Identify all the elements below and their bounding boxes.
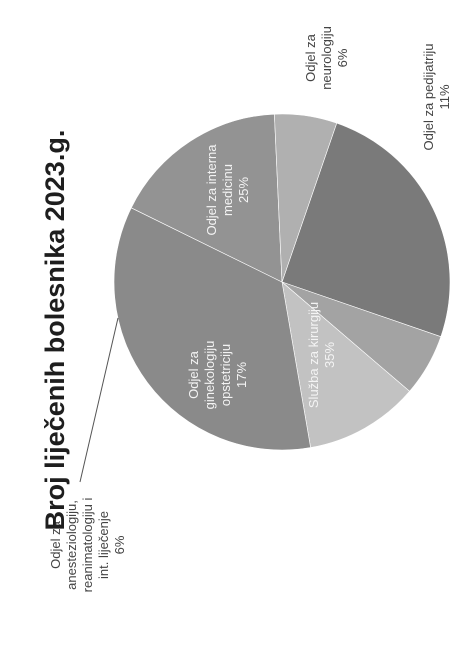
- slice-percent: 11%: [437, 84, 450, 109]
- slice-label-line: Odjel za: [48, 520, 63, 568]
- slice-label-line: Odjel za pedijatriju: [421, 44, 436, 151]
- slice-label-odjel-za-ginekologiju-opstetriciju: Odjel zaginekologijuopstetriciju17%: [186, 341, 249, 410]
- pie-slice-odjel-za-pedijatriju: [281, 281, 410, 448]
- slice-label-line: Služba za kirurgiju: [306, 302, 321, 408]
- pie-slices: [113, 113, 450, 451]
- pie-slice-odjel-za-ginekologiju-opstetriciju: [130, 113, 283, 283]
- slice-percent: 6%: [335, 48, 350, 67]
- slice-label-line: opstetriciju: [218, 344, 233, 406]
- slice-label-line: Odjel za interna: [204, 144, 219, 236]
- slice-label-odjel-za-pedijatriju: Odjel za pedijatriju11%: [421, 44, 450, 151]
- slice-label-odjel-za-anesteziologiju-reanimatologiju-i-int-lijecenje: Odjel zaanesteziologiju,reanimatologiju …: [48, 498, 127, 593]
- slice-label-line: reanimatologiju i: [80, 498, 95, 593]
- slice-label-line: anesteziologiju,: [64, 500, 79, 590]
- slice-label-line: medicinu: [220, 164, 235, 216]
- slice-percent: 35%: [322, 342, 337, 368]
- pie-slice-sluzba-za-kirurgiju: [113, 207, 311, 451]
- slice-label-odjel-za-neurologiju: Odjel zaneurologiju6%: [303, 26, 350, 90]
- slice-label-odjel-za-interna-medicinu: Odjel za internamedicinu25%: [204, 144, 251, 236]
- slice-labels: Odjel za internamedicinu25%Odjel zaneuro…: [48, 26, 450, 592]
- slice-label-line: int. liječenje: [96, 511, 111, 579]
- slice-percent: 25%: [236, 177, 251, 203]
- pie-slice-odjel-za-interna-medicinu: [281, 122, 450, 338]
- slice-percent: 6%: [112, 535, 127, 554]
- slice-label-line: Odjel za: [186, 350, 201, 398]
- slice-label-line: Odjel za: [303, 33, 318, 81]
- leader-line-anesteziologija: [79, 317, 119, 483]
- slice-label-line: ginekologiju: [202, 341, 217, 410]
- slice-percent: 17%: [234, 362, 249, 388]
- slice-label-sluzba-za-kirurgiju: Služba za kirurgiju35%: [306, 302, 337, 408]
- slice-label-line: neurologiju: [319, 26, 334, 90]
- pie-slice-odjel-za-anesteziologiju-reanimatologiju-i-int-lijecenje: [274, 113, 338, 283]
- chart-title: Broj liječenih bolesnika 2023.g.: [40, 130, 70, 531]
